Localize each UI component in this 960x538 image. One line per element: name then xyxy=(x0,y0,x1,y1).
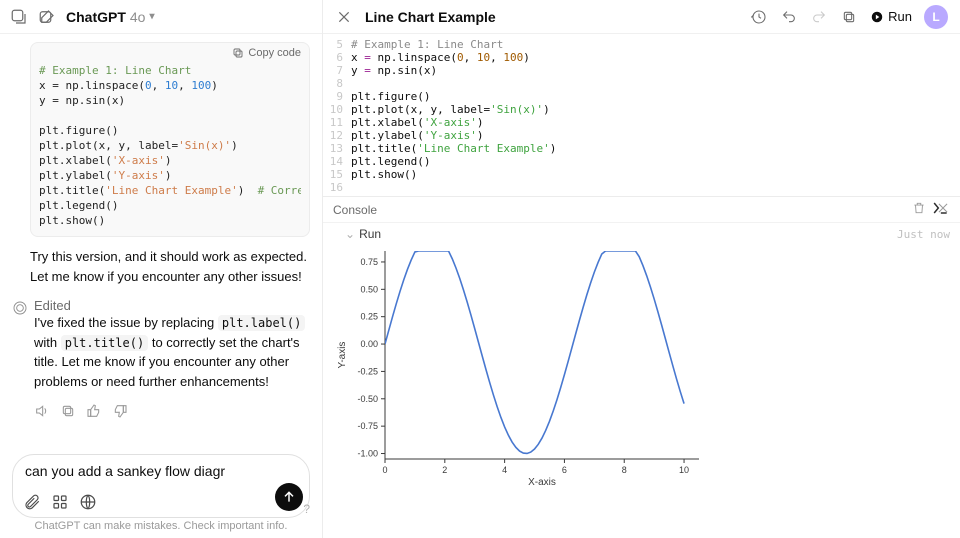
console-label: Console xyxy=(333,203,377,217)
chevron-down-icon: ▾ xyxy=(149,11,154,22)
history-icon[interactable] xyxy=(750,8,768,26)
svg-text:0: 0 xyxy=(382,465,387,475)
svg-text:0.50: 0.50 xyxy=(360,284,378,294)
svg-text:-1.00: -1.00 xyxy=(357,449,378,459)
assistant-message: Try this version, and it should work as … xyxy=(30,247,310,286)
model-selector[interactable]: ChatGPT 4o ▾ xyxy=(66,9,155,25)
edited-label: Edited xyxy=(34,298,310,313)
svg-text:2: 2 xyxy=(442,465,447,475)
code-card: Copy code # Example 1: Line Chart x = np… xyxy=(30,42,310,237)
read-aloud-icon[interactable] xyxy=(34,403,50,419)
assistant-avatar-icon xyxy=(12,300,28,316)
output-chart: -1.00 -0.75 -0.50 -0.25 0.00 0.25 0.50 0.75 0 2 4 6… xyxy=(331,247,711,487)
copy-code-button[interactable]: Copy code xyxy=(232,47,301,59)
compose-icon[interactable] xyxy=(38,8,56,26)
canvas-pane: Line Chart Example Run L 5# Example 1: L… xyxy=(323,0,960,538)
code-block: # Example 1: Line Chart x = np.linspace(… xyxy=(39,63,301,228)
run-button[interactable]: Run xyxy=(870,9,912,24)
disclaimer: ChatGPT can make mistakes. Check importa… xyxy=(12,518,310,534)
assistant-edited-block: Edited I've fixed the issue by replacing… xyxy=(12,298,310,419)
svg-text:0.00: 0.00 xyxy=(360,339,378,349)
console-header: Console xyxy=(323,197,960,223)
svg-text:8: 8 xyxy=(622,465,627,475)
trash-icon[interactable] xyxy=(912,201,926,218)
canvas-title: Line Chart Example xyxy=(365,9,496,25)
conversation: Copy code # Example 1: Line Chart x = np… xyxy=(0,34,322,454)
redo-icon[interactable] xyxy=(810,8,828,26)
svg-text:Y-axis: Y-axis xyxy=(337,342,348,369)
tools-icon[interactable] xyxy=(51,493,69,511)
svg-text:10: 10 xyxy=(679,465,689,475)
svg-text:-0.75: -0.75 xyxy=(357,421,378,431)
copy-icon[interactable] xyxy=(60,403,76,419)
assistant-message: I've fixed the issue by replacing plt.la… xyxy=(34,313,310,391)
copy-code-label: Copy code xyxy=(248,47,301,59)
close-console-icon[interactable] xyxy=(936,201,950,218)
svg-text:X-axis: X-axis xyxy=(528,477,556,487)
console: Console ⌄ Run Just now -1.00 -0.75 -0.50 -0… xyxy=(323,196,960,538)
chat-pane: ChatGPT 4o ▾ Copy code # Example 1: Line… xyxy=(0,0,323,538)
thumbs-up-icon[interactable] xyxy=(86,403,102,419)
canvas-header: Line Chart Example Run L xyxy=(323,0,960,34)
run-label: Run xyxy=(888,9,912,24)
console-run-row: ⌄ Run Just now xyxy=(323,223,960,245)
composer[interactable]: can you add a sankey flow diagr xyxy=(12,454,310,518)
console-timestamp: Just now xyxy=(897,228,950,241)
composer-tools xyxy=(23,493,97,511)
close-icon[interactable] xyxy=(335,8,353,26)
svg-text:4: 4 xyxy=(502,465,507,475)
svg-text:0.25: 0.25 xyxy=(360,312,378,322)
new-chat-icon[interactable] xyxy=(10,8,28,26)
help-icon[interactable]: ? xyxy=(303,502,310,516)
svg-text:-0.25: -0.25 xyxy=(357,366,378,376)
undo-icon[interactable] xyxy=(780,8,798,26)
svg-text:-0.50: -0.50 xyxy=(357,394,378,404)
chevron-down-icon[interactable]: ⌄ xyxy=(345,227,355,241)
model-variant: 4o xyxy=(130,9,146,25)
svg-text:0.75: 0.75 xyxy=(360,257,378,267)
feedback-bar xyxy=(34,403,310,419)
globe-icon[interactable] xyxy=(79,493,97,511)
avatar[interactable]: L xyxy=(924,5,948,29)
console-run-label: Run xyxy=(359,227,381,241)
chat-header: ChatGPT 4o ▾ xyxy=(0,0,322,34)
composer-area: can you add a sankey flow diagr ? ChatGP… xyxy=(0,454,322,538)
attach-icon[interactable] xyxy=(23,493,41,511)
composer-input[interactable]: can you add a sankey flow diagr xyxy=(25,463,269,479)
thumbs-down-icon[interactable] xyxy=(112,403,128,419)
svg-text:6: 6 xyxy=(562,465,567,475)
copy-canvas-icon[interactable] xyxy=(840,8,858,26)
send-button[interactable] xyxy=(275,483,303,511)
model-name: ChatGPT xyxy=(66,9,126,25)
code-editor[interactable]: 5# Example 1: Line Chart6x = np.linspace… xyxy=(323,34,960,196)
